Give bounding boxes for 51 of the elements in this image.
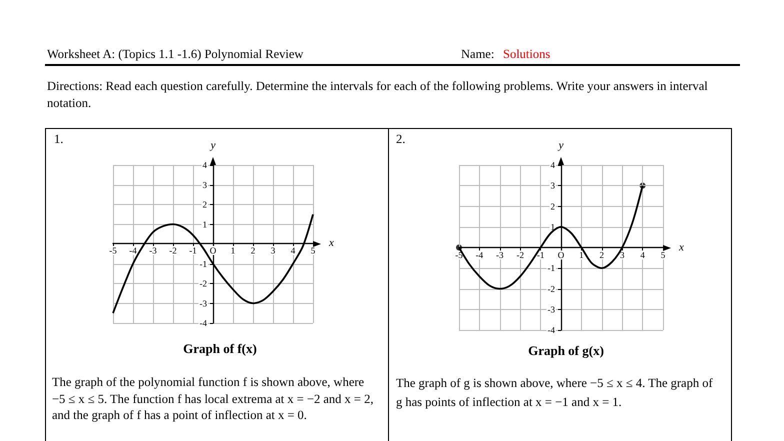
text: Solutions: [503, 46, 550, 63]
x-tick-label: -4: [476, 250, 484, 260]
text: The graph of g is shown above, where −5 ≤ x ≤ 4. The graph of g has points of inflection at x = −1 and x = 1.: [396, 375, 714, 411]
x-tick-label: -3: [496, 250, 504, 260]
y-tick-label: 1: [550, 222, 555, 232]
x-tick-label: 3: [270, 246, 276, 256]
x-tick-label: 4: [640, 250, 646, 260]
y-tick-label: -4: [200, 318, 208, 328]
y-tick-label: 2: [550, 201, 555, 212]
y-tick-label: 3: [550, 180, 556, 191]
text: 2.: [396, 131, 406, 148]
x-axis-title: x: [678, 242, 684, 254]
x-tick-label: -5: [109, 246, 118, 256]
y-tick-label: 1: [202, 219, 207, 230]
y-tick-label: -3: [200, 298, 208, 308]
x-tick-label: 3: [620, 250, 625, 260]
x-tick-label: O: [210, 246, 217, 256]
x-tick-label: 5: [310, 246, 316, 256]
x-tick-label: O: [558, 250, 565, 260]
x-tick-label: 4: [290, 246, 296, 256]
x-tick-label: 1: [579, 250, 584, 260]
y-tick-label: -2: [200, 278, 207, 288]
text: Graph of g(x): [528, 343, 604, 358]
y-axis-title: y: [558, 140, 564, 152]
x-tick-label: 2: [250, 246, 256, 256]
text: The graph of the polynomial function f is shown above, where −5 ≤ x ≤ 5. The function f has local extrema at x = −2 and x = 2, and the graph of f has a point of inflection at x = 0.: [52, 374, 374, 424]
x-tick-label: -1: [189, 246, 197, 256]
x-tick-label: 5: [660, 250, 666, 260]
text: 1.: [54, 131, 64, 148]
x-tick-label: -2: [169, 246, 177, 256]
y-tick-label: 4: [202, 160, 208, 170]
y-tick-label: -3: [548, 304, 556, 314]
y-axis-title: y: [210, 140, 216, 152]
y-tick-label: 2: [202, 200, 207, 210]
y-tick-label: -4: [548, 325, 556, 335]
y-tick-label: -1: [200, 258, 207, 269]
x-tick-label: -4: [129, 246, 138, 256]
x-tick-label: -3: [149, 246, 158, 256]
y-tick-label: -2: [548, 284, 555, 294]
text: Directions: Read each question carefully. Determine the intervals for each of the following problems. Write your answers in interval notation.: [47, 78, 709, 112]
text: Worksheet A: (Topics 1.1 -1.6) Polynomial Review: [47, 46, 304, 63]
x-tick-label: -2: [516, 250, 524, 260]
text: Graph of f(x): [183, 341, 257, 356]
x-axis-title: x: [328, 237, 334, 249]
y-tick-label: 4: [550, 160, 556, 170]
x-tick-label: 2: [600, 250, 604, 260]
x-tick-label: 1: [230, 246, 236, 256]
text: Name:: [461, 46, 494, 63]
x-tick-label: -1: [536, 250, 544, 260]
y-tick-label: 3: [202, 180, 208, 190]
y-tick-label: -1: [548, 263, 555, 274]
